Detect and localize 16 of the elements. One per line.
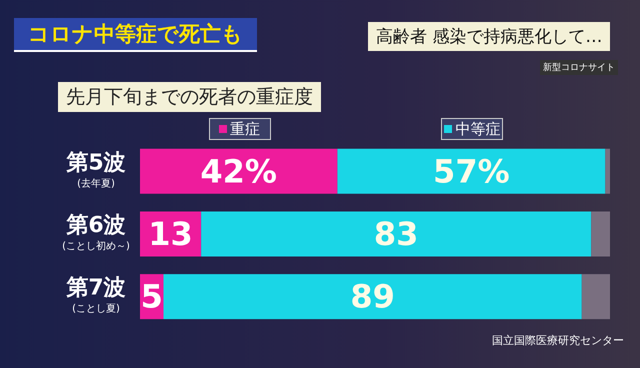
text: 高齢者 感染で持病悪化して… bbox=[368, 22, 610, 51]
y-tick-label: 第6波 (ことし初め～) bbox=[62, 213, 130, 252]
chart-subtitle: 先月下旬までの死者の重症度 bbox=[66, 86, 313, 108]
data-label: 83 bbox=[374, 214, 418, 253]
chart-title: コロナ中等症で死亡も bbox=[28, 22, 243, 46]
text: 国立国際医療研究センター bbox=[492, 333, 624, 348]
legend-label: 重症 bbox=[230, 119, 260, 139]
data-label: 89 bbox=[350, 278, 395, 316]
y-tick-label: 第7波 (ことし夏) bbox=[65, 276, 126, 315]
data-label: 5 bbox=[140, 278, 163, 316]
text: 新型コロナサイト bbox=[540, 60, 618, 75]
data-label: 57% bbox=[433, 152, 510, 190]
data-label: 13 bbox=[148, 214, 193, 253]
legend-label: 中等症 bbox=[455, 119, 500, 139]
y-tick-label: 第5波 (去年夏) bbox=[65, 150, 126, 190]
data-label: 42% bbox=[200, 152, 277, 190]
